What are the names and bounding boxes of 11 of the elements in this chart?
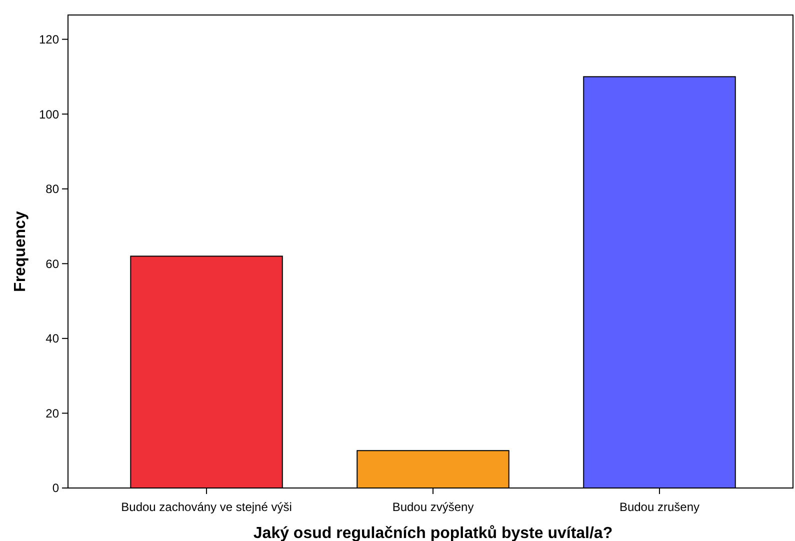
y-tick-label: 60 — [46, 256, 60, 271]
y-tick-label: 0 — [52, 481, 60, 496]
y-axis-title: Frequency — [12, 210, 29, 292]
x-tick-label: Budou zvýšeny — [392, 500, 474, 514]
y-tick-label: 100 — [38, 107, 60, 122]
x-tick-label: Budou zrušeny — [619, 500, 700, 514]
y-tick-label: 120 — [38, 32, 60, 47]
x-tick-label: Budou zachovány ve stejné výši — [121, 500, 292, 514]
y-tick-label: 20 — [46, 406, 60, 420]
y-tick-label: 80 — [46, 182, 60, 196]
y-tick-label: 40 — [46, 332, 60, 346]
